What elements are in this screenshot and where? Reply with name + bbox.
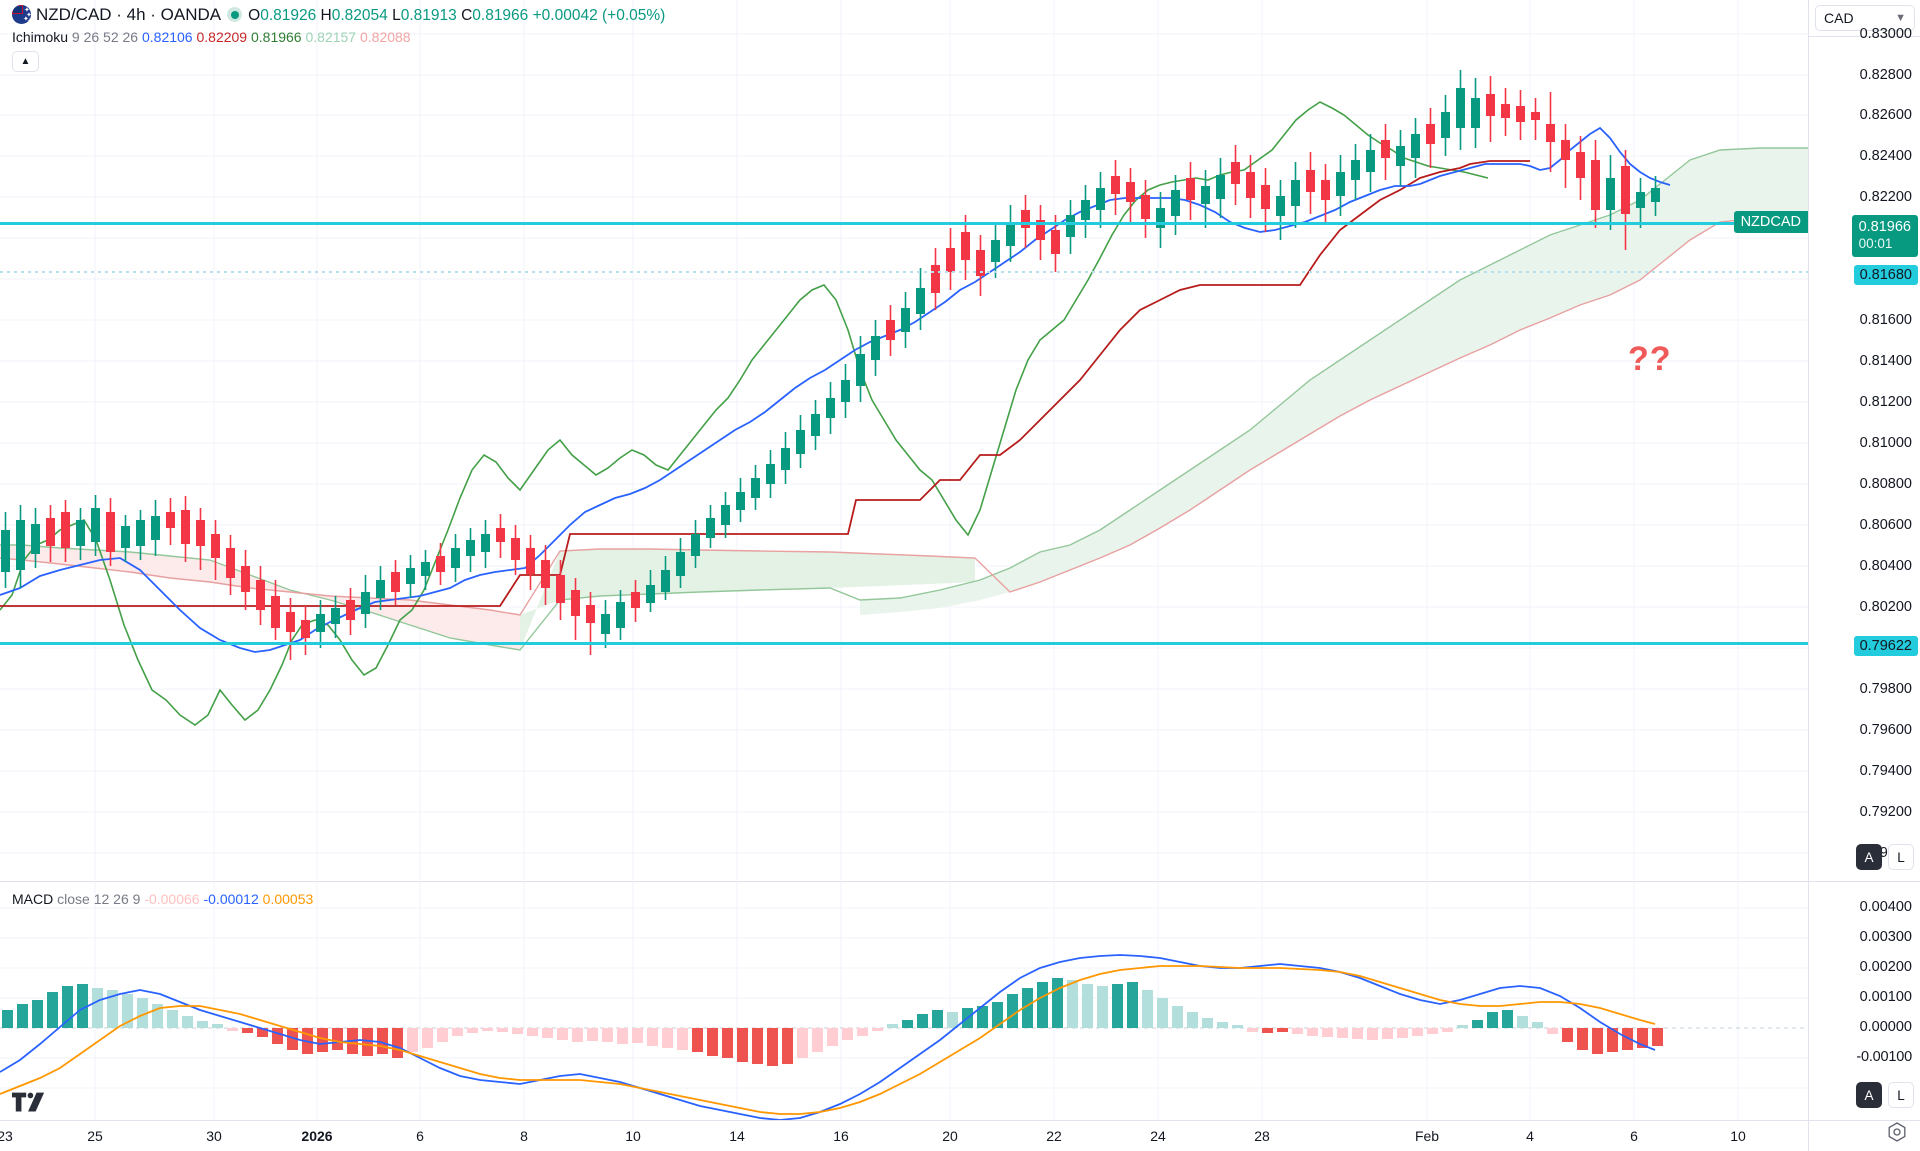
price-tick: 0.81600 — [1859, 312, 1912, 328]
macd-auto-scale-button[interactable]: A — [1856, 1082, 1882, 1108]
macd-tick: 0.00300 — [1859, 929, 1912, 945]
level-badge-upper[interactable]: 0.81680 — [1853, 265, 1918, 285]
last-price-symbol-tag[interactable]: NZDCAD — [1733, 211, 1808, 233]
log-scale-button[interactable]: L — [1888, 844, 1914, 870]
time-tick: 6 — [1630, 1128, 1638, 1144]
price-tick: 0.80800 — [1859, 476, 1912, 492]
time-tick: 16 — [833, 1128, 849, 1144]
price-tick: 0.81200 — [1859, 394, 1912, 410]
time-tick: 25 — [87, 1128, 103, 1144]
time-tick: 10 — [1730, 1128, 1746, 1144]
time-tick: 8 — [520, 1128, 528, 1144]
time-axis[interactable]: 23 25 30 2026 6 8 10 14 16 20 22 24 28 F… — [0, 1120, 1808, 1151]
candlesticks — [1, 70, 1660, 660]
price-scale[interactable]: CAD ▼ 0.83000 0.82800 0.82600 0.82400 0.… — [1808, 0, 1920, 1151]
price-tick: 0.83000 — [1859, 26, 1912, 42]
level-badge-lower[interactable]: 0.79622 — [1853, 636, 1918, 656]
price-chart-svg — [0, 0, 1808, 880]
price-tick: 0.81000 — [1859, 435, 1912, 451]
price-tick: 0.79200 — [1859, 804, 1912, 820]
price-tick: 0.79600 — [1859, 722, 1912, 738]
price-tick: 0.82400 — [1859, 148, 1912, 164]
bar-countdown: 00:01 — [1858, 236, 1893, 252]
gear-icon[interactable] — [1886, 1121, 1908, 1143]
price-tick: 0.80200 — [1859, 599, 1912, 615]
price-scale-mode-buttons[interactable]: A L — [1856, 844, 1914, 870]
time-tick: 20 — [942, 1128, 958, 1144]
macd-tick: 0.00000 — [1859, 1019, 1912, 1035]
price-tick: 0.79400 — [1859, 763, 1912, 779]
time-tick: 24 — [1150, 1128, 1166, 1144]
time-tick: 23 — [0, 1128, 13, 1144]
resistance-line-081680[interactable] — [0, 222, 1808, 225]
currency-label: CAD — [1824, 10, 1854, 26]
currency-selector[interactable]: CAD ▼ — [1815, 5, 1915, 31]
macd-tick: -0.00100 — [1856, 1049, 1912, 1065]
time-tick-year: 2026 — [301, 1128, 333, 1144]
time-tick: 6 — [416, 1128, 424, 1144]
macd-tick: 0.00400 — [1859, 899, 1912, 915]
time-tick: 10 — [625, 1128, 641, 1144]
price-tick: 0.80600 — [1859, 517, 1912, 533]
price-tick: 0.82600 — [1859, 107, 1912, 123]
price-tick: 0.82800 — [1859, 67, 1912, 83]
collapse-legend-button[interactable]: ▲ — [12, 51, 39, 72]
price-tick: 0.81400 — [1859, 353, 1912, 369]
last-price-value: 0.81966 — [1858, 219, 1911, 235]
auto-scale-button[interactable]: A — [1856, 844, 1882, 870]
time-tick: 14 — [729, 1128, 745, 1144]
last-price-badge[interactable]: 0.81966 00:01 — [1851, 215, 1918, 257]
macd-histogram — [2, 978, 1663, 1066]
chevron-down-icon: ▼ — [1895, 11, 1906, 24]
price-tick: 0.79800 — [1859, 681, 1912, 697]
price-tick: 0.80400 — [1859, 558, 1912, 574]
time-tick: 28 — [1254, 1128, 1270, 1144]
price-tick: 0.82200 — [1859, 189, 1912, 205]
tradingview-logo[interactable] — [12, 1092, 46, 1114]
macd-scale-mode-buttons[interactable]: A L — [1856, 1082, 1914, 1108]
time-tick: 30 — [206, 1128, 222, 1144]
support-line-079622[interactable] — [0, 642, 1808, 645]
time-tick: 22 — [1046, 1128, 1062, 1144]
chevron-up-icon: ▲ — [20, 56, 31, 67]
time-tick: 4 — [1526, 1128, 1534, 1144]
question-mark-annotation[interactable]: ?? — [1628, 340, 1672, 378]
price-chart-pane[interactable] — [0, 0, 1808, 880]
macd-tick: 0.00200 — [1859, 959, 1912, 975]
time-tick-month: Feb — [1414, 1128, 1440, 1144]
macd-tick: 0.00100 — [1859, 989, 1912, 1005]
macd-log-scale-button[interactable]: L — [1888, 1082, 1914, 1108]
macd-chart-svg — [0, 882, 1808, 1120]
macd-indicator-pane[interactable] — [0, 881, 1808, 1120]
